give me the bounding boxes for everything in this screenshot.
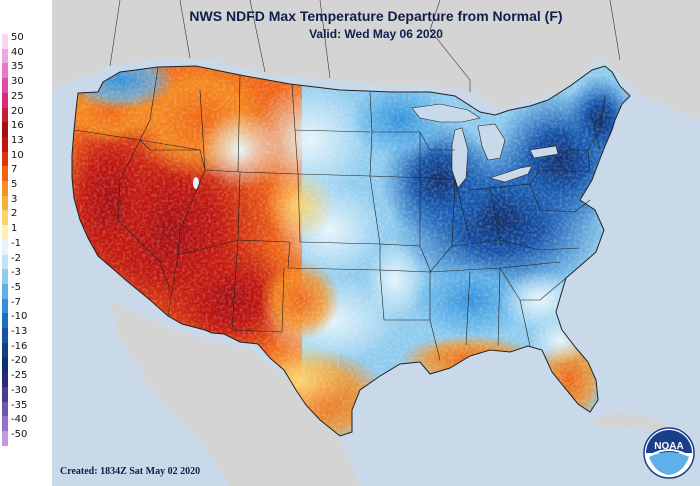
lake-superior bbox=[411, 103, 481, 123]
canada-land bbox=[52, 0, 700, 45]
legend-label: -3 bbox=[11, 267, 21, 279]
legend-label: -5 bbox=[11, 281, 21, 293]
legend-label: 3 bbox=[11, 193, 18, 205]
legend-swatch bbox=[2, 107, 8, 123]
legend-label: -50 bbox=[11, 428, 28, 440]
map-panel bbox=[52, 0, 700, 486]
cuba-land bbox=[590, 412, 680, 432]
legend-label: -25 bbox=[11, 370, 28, 382]
color-legend: 50 40 35 30 25 20 16 13 10 7 5 3 2 1 -1 -2 -3 -5 -7 -10 -13 -… bbox=[0, 0, 52, 486]
legend-label: 40 bbox=[11, 46, 24, 58]
legend-label: -20 bbox=[11, 355, 28, 367]
legend-swatch bbox=[2, 372, 8, 388]
legend-label: 16 bbox=[11, 120, 24, 132]
legend-swatch bbox=[2, 269, 8, 285]
legend-label: -35 bbox=[11, 399, 28, 411]
legend-swatch bbox=[2, 92, 8, 108]
legend-label: -2 bbox=[11, 252, 21, 264]
legend-label: -1 bbox=[11, 237, 21, 249]
legend-swatch bbox=[2, 225, 8, 241]
canada-borders bbox=[109, 0, 621, 92]
legend-label: 20 bbox=[11, 105, 24, 117]
legend-label: -30 bbox=[11, 384, 28, 396]
legend-swatch bbox=[2, 48, 8, 64]
legend-label: -16 bbox=[11, 340, 28, 352]
mexico-land bbox=[110, 300, 360, 486]
temperature-map bbox=[52, 0, 700, 486]
legend-swatch bbox=[2, 430, 8, 447]
state-borders bbox=[73, 66, 606, 361]
legend-swatch bbox=[2, 63, 8, 79]
legend-label: 30 bbox=[11, 76, 24, 88]
legend-label: -10 bbox=[11, 311, 28, 323]
legend-swatch bbox=[2, 122, 8, 138]
legend-label: 10 bbox=[11, 149, 24, 161]
legend-swatch bbox=[2, 313, 8, 329]
legend-label: -13 bbox=[11, 326, 28, 337]
legend-swatch bbox=[2, 254, 8, 270]
legend-swatch bbox=[2, 357, 8, 373]
lake-huron bbox=[477, 123, 506, 161]
legend-label: 5 bbox=[11, 179, 18, 190]
noaa-logo: NOAA bbox=[643, 427, 695, 479]
legend-label: 13 bbox=[11, 134, 24, 146]
legend-swatch bbox=[2, 416, 8, 432]
lake-ontario bbox=[529, 145, 559, 159]
us-temperature-field bbox=[72, 66, 630, 436]
legend-label: -40 bbox=[11, 414, 28, 426]
legend-swatch bbox=[2, 195, 8, 211]
great-salt-lake bbox=[193, 177, 199, 189]
legend-swatch bbox=[2, 181, 8, 197]
map-title: NWS NDFD Max Temperature Departure from … bbox=[189, 8, 563, 24]
lake-erie bbox=[488, 165, 533, 183]
created-timestamp: Created: 1834Z Sat May 02 2020 bbox=[60, 466, 201, 477]
lake-michigan bbox=[451, 127, 469, 189]
legend-swatch bbox=[2, 401, 8, 417]
legend-label: 1 bbox=[11, 223, 18, 235]
legend-swatch bbox=[2, 328, 8, 344]
legend-label: 50 bbox=[11, 32, 24, 43]
legend-swatch bbox=[2, 386, 8, 402]
legend-label: 2 bbox=[11, 208, 18, 220]
canada-land-south bbox=[52, 45, 700, 120]
legend-swatch bbox=[2, 239, 8, 255]
legend-swatch bbox=[2, 78, 8, 94]
legend-swatch bbox=[2, 151, 8, 167]
legend-label: 25 bbox=[11, 90, 24, 102]
valid-date: Valid: Wed May 06 2020 bbox=[309, 27, 443, 41]
noaa-logo-text: NOAA bbox=[654, 441, 683, 452]
legend-swatch bbox=[2, 166, 8, 182]
legend-swatch bbox=[2, 136, 8, 153]
legend-label: -7 bbox=[11, 296, 21, 308]
legend-label: 35 bbox=[11, 61, 24, 73]
legend-swatch bbox=[2, 283, 8, 300]
legend-swatch bbox=[2, 210, 8, 226]
legend-swatch bbox=[2, 298, 8, 314]
legend-label: 7 bbox=[11, 164, 18, 176]
legend-swatch bbox=[2, 34, 8, 50]
legend-swatch bbox=[2, 342, 8, 358]
